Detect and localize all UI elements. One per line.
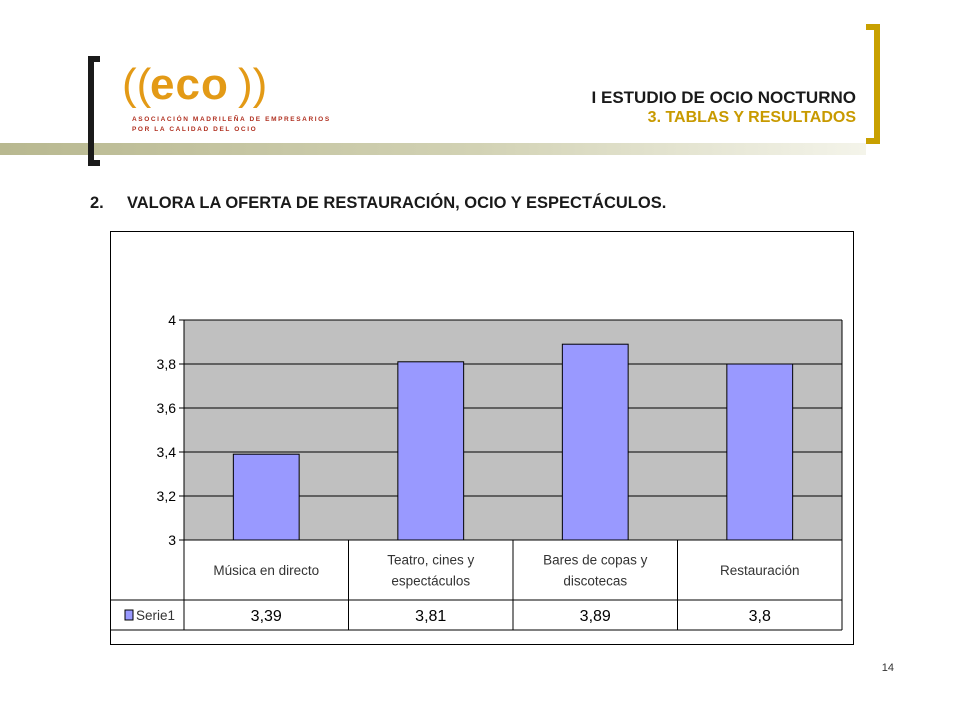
right-bracket-decoration [866,24,880,144]
page-number: 14 [881,662,894,674]
data-value-label: 3,89 [580,608,611,625]
presentation-title: I ESTUDIO DE OCIO NOCTURNO [591,88,856,107]
y-tick-label: 4 [168,312,176,328]
legend-series-name: Serie1 [136,608,175,623]
legend-swatch [124,609,134,621]
bar [726,363,794,541]
data-value-label: 3,39 [251,608,282,625]
data-value-label: 3,81 [415,608,446,625]
y-tick-label: 3,6 [157,400,177,416]
data-value-label: 3,8 [749,608,771,625]
bar [561,343,629,541]
bar-chart: 3 3,2 3,4 3,6 3,8 4 Música en directo Teatro, c… [111,312,843,631]
bar [397,361,465,541]
question-heading: 2. VALORA LA OFERTA DE RESTAURACIÓN, OCI… [90,194,666,213]
section-subtitle: 3. TABLAS Y RESULTADOS [647,109,856,126]
question-text: VALORA LA OFERTA DE RESTAURACIÓN, OCIO Y… [126,194,667,212]
category-label: discotecas [563,574,627,589]
left-bracket-decoration [88,56,100,166]
sound-wave-left-icon: (( [122,60,152,109]
y-tick-label: 3,8 [157,356,177,372]
logo-subtitle-line1: ASOCIACIÓN MADRILEÑA DE EMPRESARIOS [132,116,331,123]
bar [232,453,300,541]
question-number: 2. [90,194,104,212]
header-rule [0,143,866,155]
logo-wordmark: eco [150,60,229,109]
y-tick-label: 3,2 [157,488,177,504]
category-label: Restauración [720,563,800,578]
sound-wave-right-icon: )) [238,60,268,109]
y-tick-label: 3 [168,532,176,548]
chart-frame: 3 3,2 3,4 3,6 3,8 4 Música en directo Teatro, c… [110,231,854,645]
category-label: Teatro, cines y [387,553,474,568]
category-label: Música en directo [213,563,319,578]
logo-subtitle-line2: POR LA CALIDAD DEL OCIO [132,126,258,133]
category-label: Bares de copas y [543,553,648,568]
y-tick-label: 3,4 [157,444,177,460]
category-label: espectáculos [391,574,470,589]
